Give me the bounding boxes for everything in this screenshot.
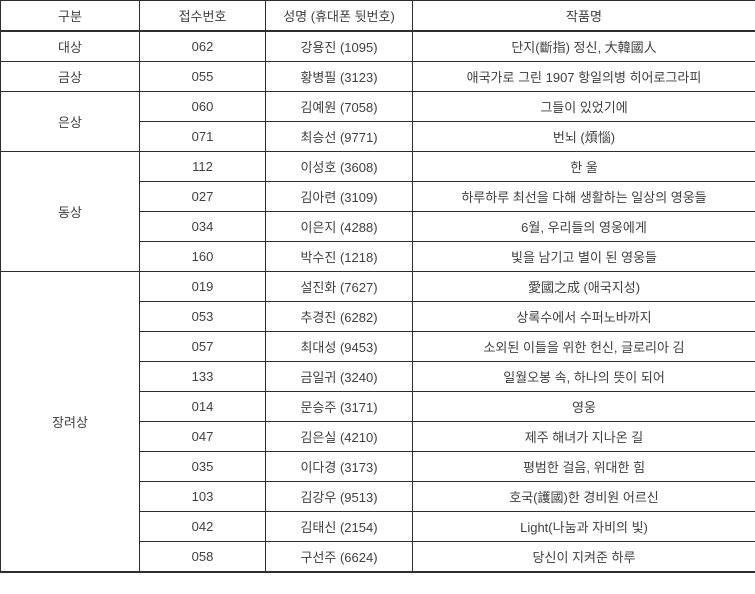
header-row: 구분 접수번호 성명 (휴대폰 뒷번호) 작품명	[0, 0, 755, 32]
entry-number-cell: 047	[139, 421, 266, 452]
column-header: 성명 (휴대폰 뒷번호)	[265, 0, 413, 32]
work-title-cell: 제주 해녀가 지나온 길	[412, 421, 755, 452]
category-cell: 장려상	[0, 271, 140, 573]
name-cell: 설진화 (7627)	[265, 271, 413, 302]
work-title-cell: 번뇌 (煩惱)	[412, 121, 755, 152]
work-title-cell: 영웅	[412, 391, 755, 422]
work-title-cell: 평범한 걸음, 위대한 힘	[412, 451, 755, 482]
table-row: 027 김아련 (3109) 하루하루 최선을 다해 생활하는 일상의 영웅들	[1, 181, 755, 212]
entry-number-cell: 058	[139, 541, 266, 573]
table-row: 053 추경진 (6282) 상록수에서 수퍼노바까지	[1, 301, 755, 332]
work-title-cell: 일월오봉 속, 하나의 뜻이 되어	[412, 361, 755, 392]
name-cell: 김강우 (9513)	[265, 481, 413, 512]
work-title-cell: 6월, 우리들의 영웅에게	[412, 211, 755, 242]
category-cell: 대상	[0, 30, 140, 62]
table-row: 058 구선주 (6624) 당신이 지켜준 하루	[1, 541, 755, 573]
table-body: 대상 062 강용진 (1095) 단지(斷指) 정신, 大韓國人 금상 055 황병필 (…	[0, 30, 755, 573]
table-row: 014 문승주 (3171) 영웅	[1, 391, 755, 422]
work-title-cell: 단지(斷指) 정신, 大韓國人	[412, 30, 755, 62]
table-row: 133 금일귀 (3240) 일월오봉 속, 하나의 뜻이 되어	[1, 361, 755, 392]
work-title-cell: 하루하루 최선을 다해 생활하는 일상의 영웅들	[412, 181, 755, 212]
name-cell: 황병필 (3123)	[265, 61, 413, 92]
entry-number-cell: 055	[139, 61, 266, 92]
column-header: 작품명	[412, 0, 755, 32]
table-row: 042 김태신 (2154) Light(나눔과 자비의 빛)	[1, 511, 755, 542]
name-cell: 이다경 (3173)	[265, 451, 413, 482]
name-cell: 이성호 (3608)	[265, 151, 413, 182]
name-cell: 김예원 (7058)	[265, 91, 413, 122]
work-title-cell: 당신이 지켜준 하루	[412, 541, 755, 573]
work-title-cell: 호국(護國)한 경비원 어르신	[412, 481, 755, 512]
name-cell: 문승주 (3171)	[265, 391, 413, 422]
entry-number-cell: 133	[139, 361, 266, 392]
work-title-cell: 상록수에서 수퍼노바까지	[412, 301, 755, 332]
entry-number-cell: 112	[139, 151, 266, 182]
table-row: 103 김강우 (9513) 호국(護國)한 경비원 어르신	[1, 481, 755, 512]
entry-number-cell: 042	[139, 511, 266, 542]
entry-number-cell: 062	[139, 30, 266, 62]
work-title-cell: 빛을 남기고 별이 된 영웅들	[412, 241, 755, 272]
table-row: 금상 055 황병필 (3123) 애국가로 그린 1907 항일의병 히어로그라피	[0, 61, 755, 92]
work-title-cell: 애국가로 그린 1907 항일의병 히어로그라피	[412, 61, 755, 92]
table-row: 035 이다경 (3173) 평범한 걸음, 위대한 힘	[1, 451, 755, 482]
table-row: 대상 062 강용진 (1095) 단지(斷指) 정신, 大韓國人	[0, 30, 755, 62]
entry-number-cell: 034	[139, 211, 266, 242]
entry-number-cell: 053	[139, 301, 266, 332]
name-cell: 최대성 (9453)	[265, 331, 413, 362]
category-cell: 동상	[0, 151, 140, 272]
work-title-cell: 한 울	[412, 151, 755, 182]
entry-number-cell: 071	[139, 121, 266, 152]
work-title-cell: 그들이 있었기에	[412, 91, 755, 122]
category-cell: 은상	[0, 91, 140, 152]
entry-number-cell: 160	[139, 241, 266, 272]
work-title-cell: 소외된 이들을 위한 헌신, 글로리아 김	[412, 331, 755, 362]
work-title-cell: Light(나눔과 자비의 빛)	[412, 511, 755, 542]
table-row: 동상 112 이성호 (3608) 한 울	[0, 151, 755, 272]
entry-number-cell: 103	[139, 481, 266, 512]
name-cell: 김은실 (4210)	[265, 421, 413, 452]
name-cell: 박수진 (1218)	[265, 241, 413, 272]
name-cell: 구선주 (6624)	[265, 541, 413, 573]
name-cell: 금일귀 (3240)	[265, 361, 413, 392]
name-cell: 최승선 (9771)	[265, 121, 413, 152]
column-header: 구분	[0, 0, 140, 32]
entry-number-cell: 027	[139, 181, 266, 212]
name-cell: 추경진 (6282)	[265, 301, 413, 332]
name-cell: 김태신 (2154)	[265, 511, 413, 542]
table-row: 은상 060 김예원 (7058) 그들이 있었기에	[0, 91, 755, 152]
work-title-cell: 愛國之成 (애국지성)	[412, 271, 755, 302]
table-row: 장려상 019 설진화 (7627) 愛國之成 (애국지성)	[0, 271, 755, 573]
category-cell: 금상	[0, 61, 140, 92]
entry-number-cell: 014	[139, 391, 266, 422]
name-cell: 김아련 (3109)	[265, 181, 413, 212]
table-row: 034 이은지 (4288) 6월, 우리들의 영웅에게	[1, 211, 755, 242]
entry-number-cell: 060	[139, 91, 266, 122]
awards-table: 구분 접수번호 성명 (휴대폰 뒷번호) 작품명 대상 062 강용진 (1095) 단지(…	[0, 0, 755, 573]
name-cell: 이은지 (4288)	[265, 211, 413, 242]
entry-number-cell: 035	[139, 451, 266, 482]
table-row: 160 박수진 (1218) 빛을 남기고 별이 된 영웅들	[1, 241, 755, 272]
entry-number-cell: 019	[139, 271, 266, 302]
table-row: 047 김은실 (4210) 제주 해녀가 지나온 길	[1, 421, 755, 452]
name-cell: 강용진 (1095)	[265, 30, 413, 62]
entry-number-cell: 057	[139, 331, 266, 362]
column-header: 접수번호	[139, 0, 266, 32]
